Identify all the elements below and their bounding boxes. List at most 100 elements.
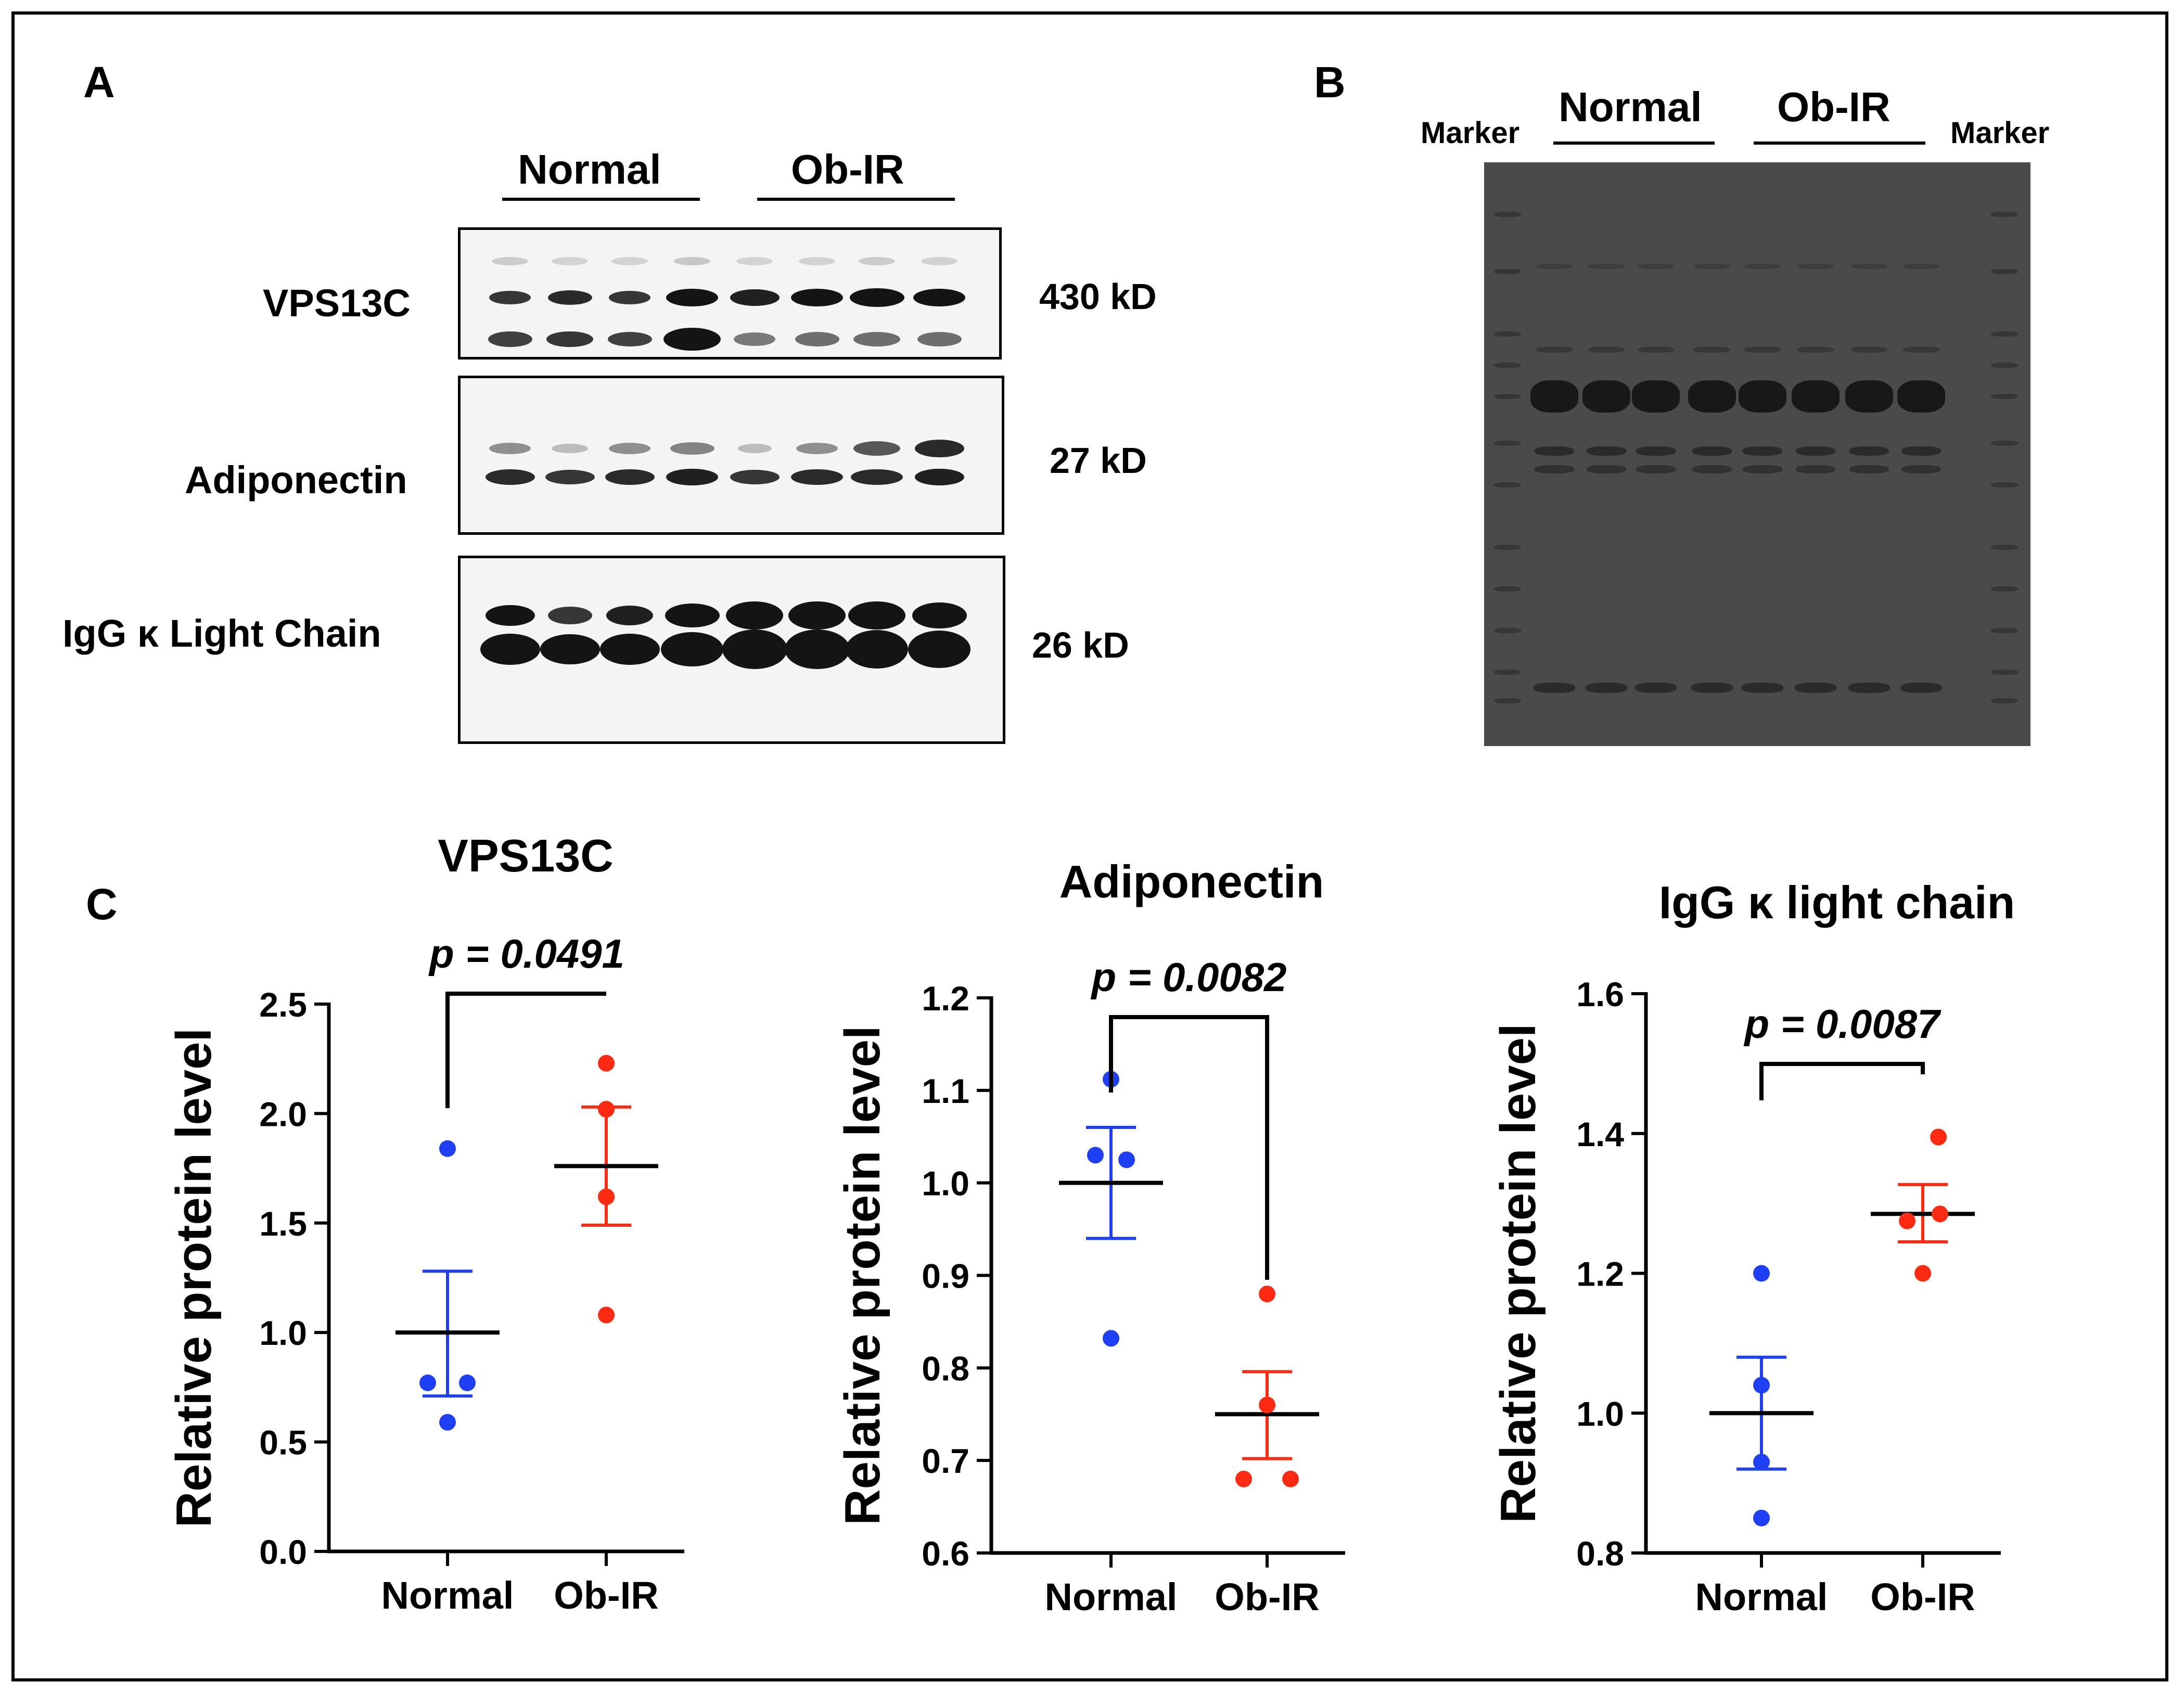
gel-band (1638, 264, 1674, 269)
blot-band (791, 289, 843, 306)
chart3-point (1753, 1377, 1770, 1394)
chart3-ytick-label: 0.8 (1576, 1534, 1624, 1573)
blot-band (848, 601, 905, 630)
blot-band (788, 601, 846, 630)
gel-obir-label: Ob-IR (1777, 84, 1891, 130)
blot-band (914, 469, 964, 485)
gel-band (1494, 482, 1521, 487)
chart3-point (1753, 1265, 1770, 1282)
chart1-point (419, 1374, 436, 1391)
blot-band (666, 289, 718, 306)
chart2-ytick-label: 0.6 (922, 1534, 969, 1573)
blot-band (599, 634, 660, 665)
blot-band (784, 630, 850, 669)
chart1-ylabel: Relative protein level (166, 1028, 222, 1527)
gel-band (1744, 264, 1781, 269)
blot-band (488, 331, 532, 347)
blot-band (730, 470, 780, 484)
gel-band (1991, 670, 2018, 675)
gel-band (1796, 465, 1835, 473)
blot-band (611, 257, 648, 265)
blot-band (485, 469, 535, 485)
gel-band (1535, 465, 1574, 473)
gel-band (1494, 586, 1521, 592)
blot-band (546, 331, 593, 347)
blot-band (674, 257, 710, 265)
panel-a-normal-bracket (502, 198, 700, 201)
chart3-point (1753, 1509, 1770, 1526)
gel-band (1688, 380, 1736, 413)
blot-band (722, 630, 787, 669)
blot-band (853, 332, 900, 346)
chart2-significance-bracket (1109, 1015, 1269, 1280)
chart1-ytick-label: 0.5 (259, 1423, 307, 1462)
blot-band (547, 290, 592, 305)
blot-band (540, 634, 600, 664)
blot-band (737, 444, 772, 453)
gel-band (1636, 446, 1676, 456)
chart1-ytick-label: 1.0 (259, 1314, 307, 1352)
gel-band (1742, 683, 1783, 693)
gel-band (1494, 331, 1521, 337)
chart1-p-value: p = 0.0491 (428, 931, 624, 977)
gel-band (1494, 545, 1521, 550)
blot-band (492, 257, 528, 265)
chart2-ytick-label: 0.8 (922, 1349, 969, 1388)
gel-band (1635, 683, 1677, 693)
gel-band (1587, 465, 1626, 473)
chart3-xtick-label: Ob-IR (1870, 1575, 1975, 1619)
gel-band (1494, 269, 1521, 274)
blot-band (846, 630, 908, 669)
chart2-xtick-label: Normal (1045, 1575, 1178, 1619)
gel-band (1901, 465, 1941, 473)
gel-band (1743, 446, 1782, 456)
gel-band (1991, 394, 2018, 399)
gel-band (1796, 446, 1835, 456)
blot-band (480, 634, 540, 665)
blot-band (908, 631, 970, 668)
gel-band (1991, 482, 2018, 487)
blot-adiponectin-mw: 27 kD (1050, 440, 1147, 481)
chart3-point (1899, 1212, 1915, 1229)
gel-band (1582, 380, 1630, 413)
chart2-title: Adiponectin (1059, 856, 1324, 907)
gel-band (1739, 380, 1786, 413)
gel-band (1534, 683, 1575, 693)
chart1-point (598, 1306, 615, 1324)
gel-band (1494, 441, 1521, 446)
gel-band (1849, 446, 1889, 456)
chart2-ytick-label: 1.1 (922, 1072, 969, 1110)
coomassie-gel (1484, 162, 2030, 746)
gel-band (1991, 628, 2018, 633)
panel-a-obir-label: Ob-IR (791, 146, 904, 192)
panel-c-label: C (86, 880, 118, 929)
chart1-point (439, 1140, 456, 1157)
gel-band (1991, 331, 2018, 337)
gel-band (1494, 670, 1521, 675)
gel-band (1744, 346, 1781, 353)
chart1-point (439, 1414, 456, 1431)
chart3-xtick-label: Normal (1695, 1575, 1828, 1619)
chart1-ytick-label: 0.0 (259, 1533, 307, 1571)
chart2-point (1235, 1470, 1252, 1487)
chart1-point (459, 1374, 476, 1391)
chart3-significance-bracket (1759, 1062, 1925, 1100)
gel-band (1494, 363, 1521, 368)
gel-band (1845, 380, 1893, 413)
blot-band (795, 332, 839, 346)
gel-band (1536, 346, 1573, 353)
blot-band (791, 469, 843, 485)
gel-band (1588, 346, 1625, 353)
panel-a-obir-bracket (757, 198, 955, 201)
gel-band (1536, 264, 1573, 269)
blot-band (661, 632, 723, 666)
blot-igg-mw: 26 kD (1032, 625, 1129, 665)
gel-band (1851, 264, 1887, 269)
gel-band (1530, 380, 1578, 413)
blot-adiponectin (458, 376, 1004, 535)
gel-band (1797, 346, 1834, 353)
chart2-point (1103, 1330, 1119, 1347)
gel-band (1991, 363, 2018, 368)
blot-band (914, 440, 964, 457)
chart2-point (1259, 1396, 1275, 1414)
